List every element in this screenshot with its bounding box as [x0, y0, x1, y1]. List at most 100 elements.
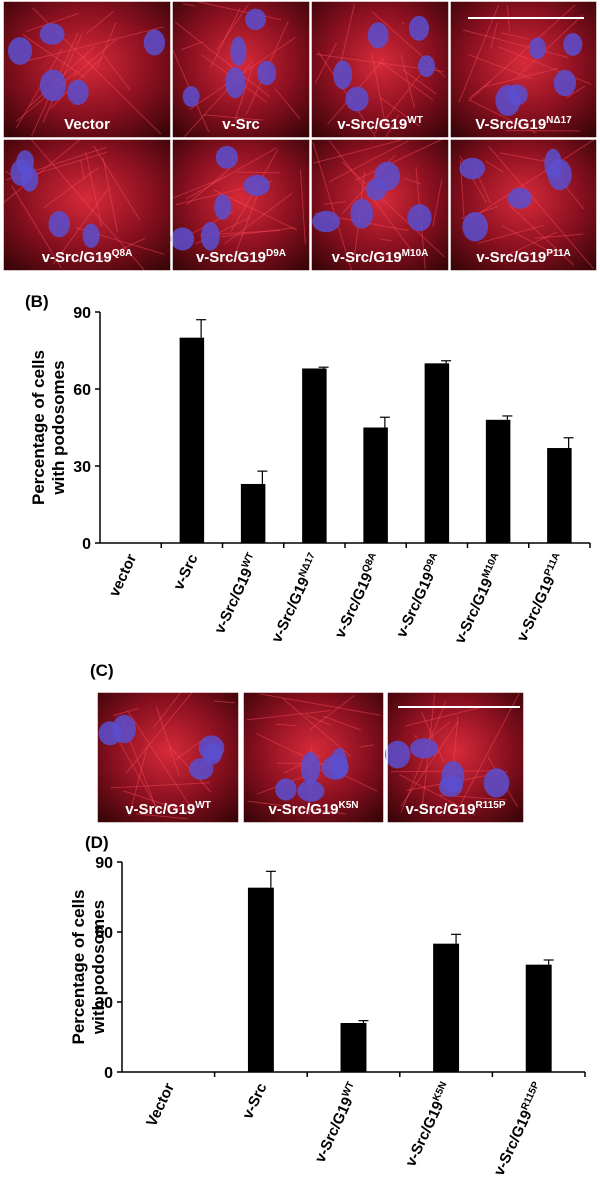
image-caption-sup: WT: [195, 800, 211, 811]
actin-fiber: [85, 151, 103, 227]
x-tick-label-sup: WT: [340, 1080, 357, 1099]
actin-fiber: [136, 813, 188, 820]
actin-fiber: [399, 773, 476, 816]
panel-label: (D): [85, 833, 109, 852]
nucleus: [256, 60, 277, 86]
image-caption-sup: Q8A: [112, 248, 133, 259]
panel-label: (B): [25, 292, 49, 311]
actin-fiber: [25, 12, 79, 33]
micrograph: [310, 138, 450, 272]
nucleus: [544, 148, 562, 179]
image-caption-sup: WT: [407, 115, 423, 126]
actin-fiber: [565, 85, 586, 99]
nucleus: [297, 780, 325, 802]
actin-fiber: [308, 694, 355, 731]
nucleus: [21, 166, 39, 192]
nucleus: [82, 223, 100, 248]
nucleus: [225, 67, 246, 99]
nucleus: [182, 86, 200, 107]
x-tick-label: v-Src/G19M10A: [451, 551, 508, 646]
bar: [424, 363, 450, 543]
actin-fiber: [469, 99, 537, 134]
micrograph-border: [242, 691, 385, 824]
actin-fiber: [216, 4, 249, 51]
actin-fiber: [183, 3, 196, 7]
image-caption-base: V-Src/G19: [475, 116, 546, 133]
actin-fiber: [127, 710, 191, 807]
panel-label: (C): [90, 661, 114, 680]
actin-fiber: [236, 171, 280, 174]
actin-fiber: [380, 61, 434, 101]
nucleus: [321, 755, 349, 780]
actin-fiber: [123, 790, 194, 815]
image-caption: v-Src: [222, 116, 260, 133]
bar: [433, 943, 460, 1072]
micrograph-bg: [450, 1, 597, 138]
actin-fiber: [102, 157, 118, 233]
x-tick-label-sup: P11A: [542, 551, 562, 578]
image-caption-base: v-Src: [222, 116, 260, 133]
image-caption: v-Src/G19Q8A: [42, 248, 133, 266]
x-tick-label: v-Src/G19P11A: [513, 551, 569, 644]
actin-fiber: [186, 147, 277, 200]
actin-fiber: [113, 732, 159, 811]
actin-fiber: [323, 201, 347, 205]
x-tick-label-base: v-Src/G19: [491, 1108, 536, 1179]
micrograph: [2, 138, 172, 272]
x-tick-label-base: v-Src/G19: [312, 1095, 357, 1166]
y-axis-title: with podosomes: [89, 900, 108, 1035]
actin-fiber: [488, 146, 595, 270]
actin-fiber: [235, 195, 258, 254]
actin-fiber: [194, 0, 282, 21]
actin-fiber: [322, 715, 362, 731]
image-caption: v-Src/G19K5N: [268, 800, 358, 818]
image-caption: v-Src/G19WT: [125, 800, 211, 818]
nucleus: [214, 194, 232, 220]
image-caption-base: v-Src/G19: [42, 249, 112, 266]
actin-fiber: [52, 187, 110, 265]
x-tick-label: v-Src/G19WT: [210, 551, 262, 636]
actin-fiber: [22, 34, 86, 79]
actin-fiber: [508, 231, 557, 255]
micrograph: [171, 0, 311, 139]
actin-fiber: [175, 21, 270, 97]
actin-fiber: [305, 714, 331, 726]
x-tick-label: vector: [106, 551, 141, 599]
nucleus: [245, 8, 267, 31]
nucleus: [506, 84, 528, 106]
actin-fiber: [125, 692, 193, 774]
actin-fiber: [490, 22, 498, 50]
actin-fiber: [246, 710, 331, 721]
image-caption-sup: NΔ17: [546, 115, 572, 126]
x-tick-label-sup: M10A: [480, 551, 501, 580]
x-tick-label-base: v-Src/G19: [402, 1099, 447, 1170]
image-caption-sup: M10A: [402, 248, 429, 259]
nucleus: [462, 211, 489, 242]
micrograph: [310, 0, 450, 139]
image-caption-base: v-Src/G19: [476, 249, 546, 266]
actin-fiber: [203, 114, 264, 121]
image-caption-sup: P11A: [546, 248, 570, 259]
actin-fiber: [498, 46, 592, 85]
actin-fiber: [468, 53, 532, 80]
nucleus: [563, 32, 583, 56]
actin-fiber: [483, 67, 558, 88]
x-tick-label-base: v-Src/G19: [332, 570, 377, 641]
actin-fiber: [180, 41, 204, 51]
x-tick-label-base: vector: [106, 551, 141, 599]
micrograph: [449, 0, 598, 139]
x-tick-label-base: v-Src/G19: [451, 576, 496, 647]
actin-fiber: [210, 7, 241, 69]
y-tick-label: 0: [104, 1065, 113, 1082]
nucleus: [39, 69, 67, 102]
actin-fiber: [274, 88, 301, 120]
x-tick-label: v-Src/G19WT: [311, 1080, 363, 1165]
micrograph-border: [96, 691, 240, 824]
actin-fiber: [342, 161, 445, 258]
nucleus: [230, 36, 247, 66]
nucleus: [275, 778, 297, 801]
image-caption-sup: D9A: [266, 248, 286, 259]
actin-fiber: [400, 54, 416, 109]
nucleus: [48, 211, 70, 238]
